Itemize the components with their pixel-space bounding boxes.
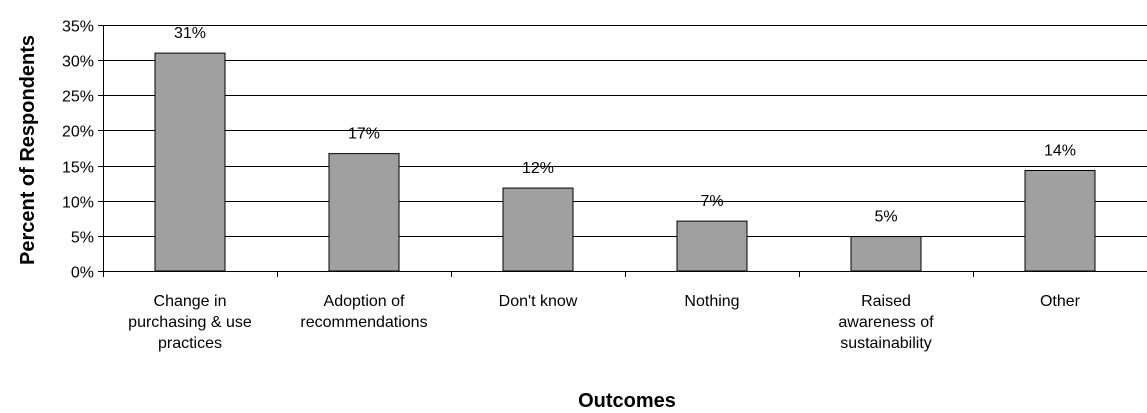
category-label: Raised awareness of sustainability [838, 293, 934, 352]
bar [676, 220, 748, 272]
bar [328, 153, 400, 272]
bars [154, 52, 1096, 272]
category-label: Change in purchasing & use practices [128, 293, 252, 352]
y-tick-label: 0% [71, 265, 94, 282]
axes [98, 25, 1147, 277]
category-label: Adoption of recommendations [300, 293, 427, 331]
data-label: 17% [348, 126, 380, 143]
bar [502, 187, 574, 272]
data-label: 7% [700, 193, 723, 210]
data-label: 14% [1044, 142, 1076, 159]
data-label: 31% [174, 25, 206, 42]
category-label: Don't know [499, 293, 578, 310]
bar [154, 52, 226, 272]
y-tick-label: 10% [62, 195, 94, 212]
y-tick-label: 20% [62, 124, 94, 141]
x-axis-title: Outcomes [578, 390, 676, 412]
y-tick-label: 5% [71, 230, 94, 247]
y-tick-label: 25% [62, 89, 94, 106]
bar [1024, 169, 1096, 272]
bar [850, 236, 922, 272]
y-tick-label: 35% [62, 19, 94, 36]
category-labels: Change in purchasing & use practices Adopti… [128, 293, 1081, 352]
y-tick-labels: 0% 5% 10% 15% 20% 25% 30% 35% [62, 19, 94, 282]
data-label: 5% [874, 209, 897, 226]
gridlines [103, 25, 1147, 237]
category-label: Other [1040, 293, 1081, 310]
y-tick-label: 15% [62, 160, 94, 177]
y-tick-label: 30% [62, 54, 94, 71]
y-axis-title: Percent of Respondents [17, 35, 39, 265]
data-labels: 31% 17% 12% 7% 5% 14% [174, 25, 1076, 225]
data-label: 12% [522, 160, 554, 177]
category-label: Nothing [684, 293, 739, 310]
